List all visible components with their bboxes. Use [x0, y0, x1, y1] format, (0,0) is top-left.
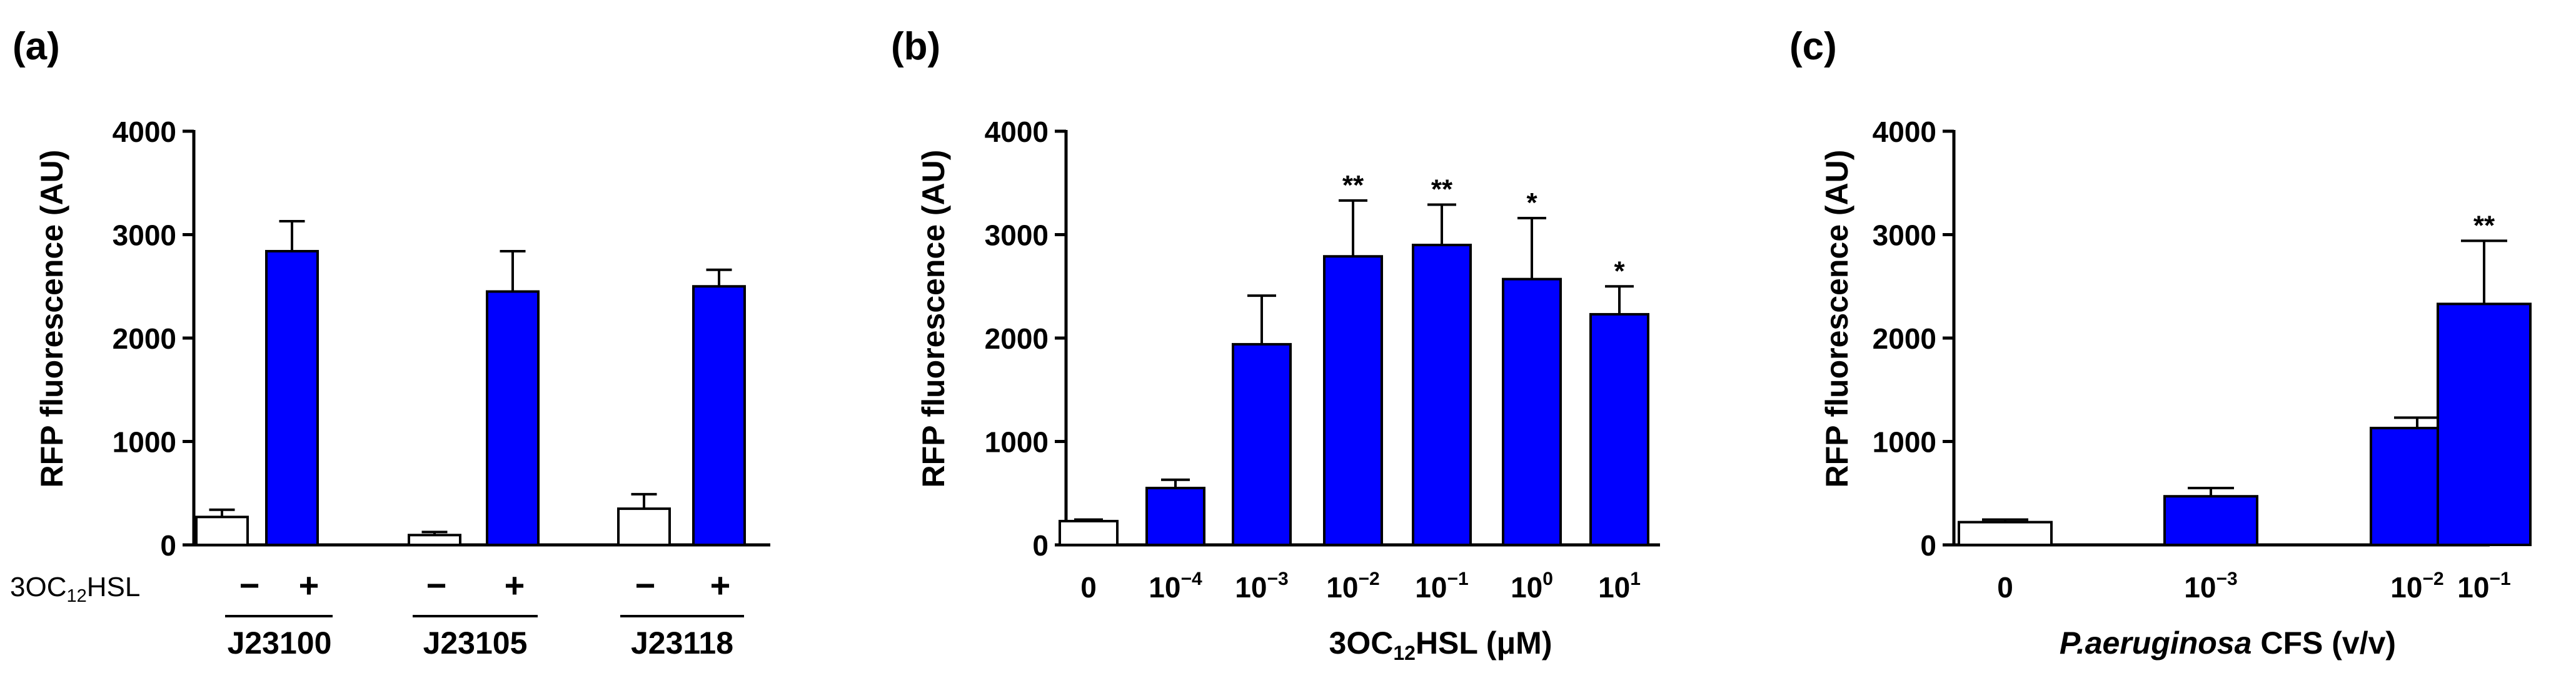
sign-label: +	[299, 566, 319, 605]
bar	[1323, 255, 1383, 546]
significance-label: *	[1614, 256, 1625, 286]
significance-label: **	[1431, 174, 1453, 205]
panel-a-signs: − + − + − +	[239, 566, 731, 605]
group-label: J23105	[423, 626, 528, 661]
y-tick-label: 3000	[985, 219, 1049, 252]
y-tick-label: 1000	[985, 426, 1049, 459]
bar	[2163, 495, 2258, 547]
bar	[1958, 521, 2053, 547]
bar	[1232, 342, 1292, 546]
bar	[408, 534, 461, 547]
y-tick-label: 0	[1032, 529, 1049, 562]
significance-label: **	[1342, 170, 1364, 201]
sign-label: +	[505, 566, 525, 605]
panel-a-bars	[195, 219, 746, 547]
x-tick-label: 10−1	[1415, 569, 1468, 604]
panel-c-xlabel-italic: P.aeruginosa	[2060, 626, 2252, 661]
panel-c-bars: **	[1958, 210, 2532, 547]
y-tick-label: 2000	[985, 322, 1049, 355]
x-tick-label: 101	[1598, 569, 1641, 604]
bar	[265, 249, 319, 546]
x-tick-label: 0	[1997, 571, 2013, 604]
sign-label: +	[710, 566, 731, 605]
x-tick-label: 100	[1511, 569, 1553, 604]
panel-b-xlabel-main: 3OC	[1329, 626, 1394, 661]
panel-b: (b) RFP fluorescence (AU) 01000200030004…	[891, 25, 1660, 664]
y-tick-label: 0	[1920, 529, 1936, 562]
panel-c: (c) RFP fluorescence (AU) 0 1000 2000 3000 4…	[1789, 25, 2532, 661]
x-tick-label: 10−1	[2457, 569, 2510, 604]
panel-a-row-label-sub: 12	[66, 586, 86, 606]
x-tick-label: 10−3	[1235, 569, 1288, 604]
bar	[692, 285, 746, 546]
panel-a-label: (a)	[13, 25, 60, 68]
y-tick-label: 2000	[1873, 322, 1936, 355]
bar	[1502, 277, 1562, 546]
y-tick-label: 3000	[1873, 219, 1936, 252]
group-label: J23118	[631, 626, 733, 661]
y-tick-label: 0	[160, 529, 176, 562]
x-tick-label: 10−2	[1326, 569, 1379, 604]
x-tick-label: 10−3	[2184, 569, 2237, 604]
panel-a-row-label: 3OC12HSL	[10, 572, 140, 606]
panel-b-label: (b)	[891, 25, 940, 68]
sign-label: −	[635, 566, 656, 605]
y-tick-label: 1000	[1873, 426, 1936, 459]
significance-label: **	[2473, 210, 2495, 241]
x-tick-label: 10−4	[1149, 569, 1202, 604]
y-tick-label: 4000	[113, 116, 176, 148]
panel-c-ylabel: RFP fluorescence (AU)	[1819, 150, 1854, 488]
y-tick-label: 3000	[113, 219, 176, 252]
y-tick-label: 1000	[113, 426, 176, 459]
panel-a: (a) RFP fluorescence (AU) 0 1000 2000 3000 4…	[10, 25, 770, 661]
panel-b-tick-labels: 0 10−4 10−3 10−2 10−1 100 101	[1080, 569, 1641, 604]
bar	[1145, 486, 1205, 546]
group-label: J23100	[228, 626, 332, 661]
y-tick-label: 4000	[1873, 116, 1936, 148]
y-tick-label: 2000	[113, 322, 176, 355]
panel-c-xlabel-rest: CFS (v/v)	[2251, 626, 2396, 661]
panel-b-ylabel: RFP fluorescence (AU)	[916, 150, 951, 488]
panel-b-xlabel-sub: 12	[1393, 642, 1416, 664]
x-tick-label: 10−2	[2390, 569, 2443, 604]
panel-b-xlabel: 3OC12HSL (μM)	[1329, 626, 1552, 664]
panel-c-tick-labels: 0 10−3 10−2 10−1	[1997, 569, 2510, 604]
panel-a-ylabel: RFP fluorescence (AU)	[34, 150, 69, 488]
bar	[195, 516, 249, 547]
bar	[486, 290, 540, 546]
significance-label: *	[1526, 187, 1537, 218]
bar	[2437, 302, 2532, 546]
y-tick-label: 4000	[985, 116, 1049, 148]
panel-b-xlabel-end: HSL (μM)	[1416, 626, 1552, 661]
panel-a-row-label-main: 3OC	[10, 572, 66, 602]
panel-c-label: (c)	[1789, 25, 1837, 68]
panel-a-row-label-end: HSL	[87, 572, 141, 602]
bar	[1059, 519, 1119, 546]
panel-c-xlabel: P.aeruginosa CFS (v/v)	[2060, 626, 2396, 661]
panel-a-axes: 0 1000 2000 3000 4000	[113, 116, 770, 562]
x-tick-label: 0	[1080, 571, 1097, 604]
sign-label: −	[426, 566, 447, 605]
panel-b-bars: ** ** **	[1059, 170, 1649, 546]
bar	[1412, 244, 1472, 546]
bar	[617, 507, 671, 547]
sign-label: −	[239, 566, 260, 605]
bar	[1589, 312, 1649, 546]
